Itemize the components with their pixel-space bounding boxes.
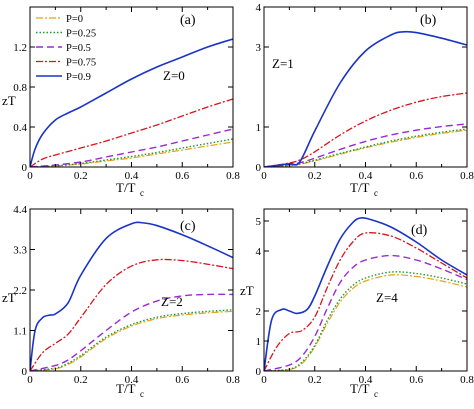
plot-frame — [263, 6, 468, 168]
y-axis-label: zT — [2, 290, 16, 305]
series-line-p-0 — [30, 310, 233, 371]
y-tick-label: 2 — [256, 306, 262, 318]
x-axis-label-subscript: c — [140, 389, 144, 399]
series-line-p-0-5 — [264, 123, 467, 167]
x-axis-label: T/T — [350, 180, 370, 195]
x-tick-label: 0.4 — [359, 374, 373, 386]
x-tick-label: 0.8 — [226, 374, 240, 386]
z-annotation: Z=0 — [163, 68, 185, 83]
panel-d: 0 0.2 0.4 0.6 0.8 0 1 2 4 5 T/T c zT (d) Z=4 — [240, 208, 474, 399]
y-tick-label: 2.2 — [13, 285, 27, 297]
x-tick-label: 0 — [27, 374, 33, 386]
legend-entry: P=0.9 — [66, 72, 91, 83]
series-group — [30, 38, 233, 167]
series-line-p-0-25 — [264, 271, 467, 371]
z-annotation: Z=1 — [272, 56, 294, 71]
y-tick-label: 4 — [256, 246, 262, 258]
y-tick-label: 0 — [22, 162, 28, 174]
x-tick-label: 0.4 — [359, 170, 373, 182]
y-tick-label: 5 — [256, 216, 262, 228]
x-tick-label: 0.8 — [460, 374, 474, 386]
x-axis-label: T/T — [350, 381, 370, 396]
x-tick-label: 0.8 — [460, 170, 474, 182]
series-line-p-0-9 — [30, 221, 233, 371]
x-tick-label: 0.2 — [308, 170, 322, 182]
x-tick-label: 0.6 — [175, 170, 189, 182]
x-tick-label: 0.6 — [175, 374, 189, 386]
y-axis-label: zT — [240, 283, 254, 298]
z-annotation: Z=4 — [376, 290, 398, 305]
y-tick-label: 0 — [256, 366, 262, 378]
y-tick-label: 1 — [256, 122, 262, 134]
x-tick-label: 0.2 — [308, 374, 322, 386]
y-axis-label: zT — [2, 93, 16, 108]
legend: P=0 P=0.25 P=0.5 P=0.75 P=0.9 — [36, 14, 96, 83]
legend-entry: P=0.75 — [66, 58, 96, 69]
y-tick-label: 1.2 — [13, 42, 27, 54]
x-tick-label: 0.6 — [409, 170, 423, 182]
y-tick-label: 0 — [22, 366, 28, 378]
x-tick-label: 0.2 — [74, 170, 88, 182]
series-line-p-0 — [264, 274, 467, 371]
x-axis-label-subscript: c — [140, 188, 144, 198]
x-tick-label: 0.4 — [125, 374, 139, 386]
y-tick-label: 4 — [256, 2, 262, 14]
x-tick-label: 0.8 — [226, 170, 240, 182]
x-tick-label: 0.2 — [74, 374, 88, 386]
series-line-p-0-9 — [30, 38, 233, 167]
series-group — [264, 217, 467, 371]
x-tick-label: 0.4 — [125, 170, 139, 182]
series-line-p-0-9 — [264, 217, 467, 371]
y-tick-label: 4.4 — [13, 204, 27, 216]
series-line-p-0-25 — [30, 309, 233, 371]
plot-frame — [29, 208, 234, 372]
legend-entry: P=0 — [66, 14, 83, 25]
x-tick-label: 0 — [261, 374, 267, 386]
y-tick-label: 3 — [256, 42, 262, 54]
series-line-p-0-75 — [264, 232, 467, 371]
x-axis-label: T/T — [116, 180, 136, 195]
panel-b: 0 0.2 0.4 0.6 0.8 0 1 3 4 T/T c (b) Z=1 — [256, 2, 474, 198]
series-line-p-0-5 — [30, 293, 233, 371]
series-line-p-0-5 — [264, 254, 467, 371]
series-group — [30, 221, 233, 371]
series-line-p-0-25 — [30, 138, 233, 167]
plot-frame — [29, 6, 234, 168]
y-tick-label: 1 — [256, 336, 262, 348]
x-tick-label: 0 — [27, 170, 33, 182]
y-tick-label: 1.1 — [13, 326, 27, 338]
x-tick-label: 0.6 — [409, 374, 423, 386]
series-line-p-0-9 — [264, 30, 467, 167]
y-tick-label: 0 — [256, 162, 262, 174]
y-tick-label: 0.4 — [13, 122, 27, 134]
z-annotation: Z=2 — [161, 294, 183, 309]
panel-label: (b) — [420, 13, 437, 28]
series-line-p-0-75 — [264, 92, 467, 167]
y-tick-label: 3.3 — [13, 245, 27, 257]
panel-a: 0 0.2 0.4 0.6 0.800.40.81.2T/T czT(a)Z=0P=0P=… — [2, 6, 240, 198]
series-line-p-0-75 — [30, 98, 233, 167]
panel-label: (d) — [411, 223, 428, 238]
panel-label: (c) — [180, 219, 196, 234]
x-axis-label: T/T — [116, 381, 136, 396]
x-axis-label-subscript: c — [374, 188, 378, 198]
x-tick-label: 0 — [261, 170, 267, 182]
panel-label: (a) — [180, 13, 196, 28]
x-axis-label-subscript: c — [374, 389, 378, 399]
legend-entry: P=0.5 — [66, 43, 91, 54]
series-group — [264, 30, 467, 167]
panel-c: 0 0.2 0.4 0.6 0.8 0 1.1 2.2 3.3 4.4 T/T c zT (c) Z=2 — [2, 204, 240, 399]
y-tick-label: 0.8 — [13, 82, 27, 94]
series-line-p-0-5 — [30, 128, 233, 167]
legend-entry: P=0.25 — [66, 29, 96, 40]
series-line-p-0-75 — [30, 258, 233, 371]
